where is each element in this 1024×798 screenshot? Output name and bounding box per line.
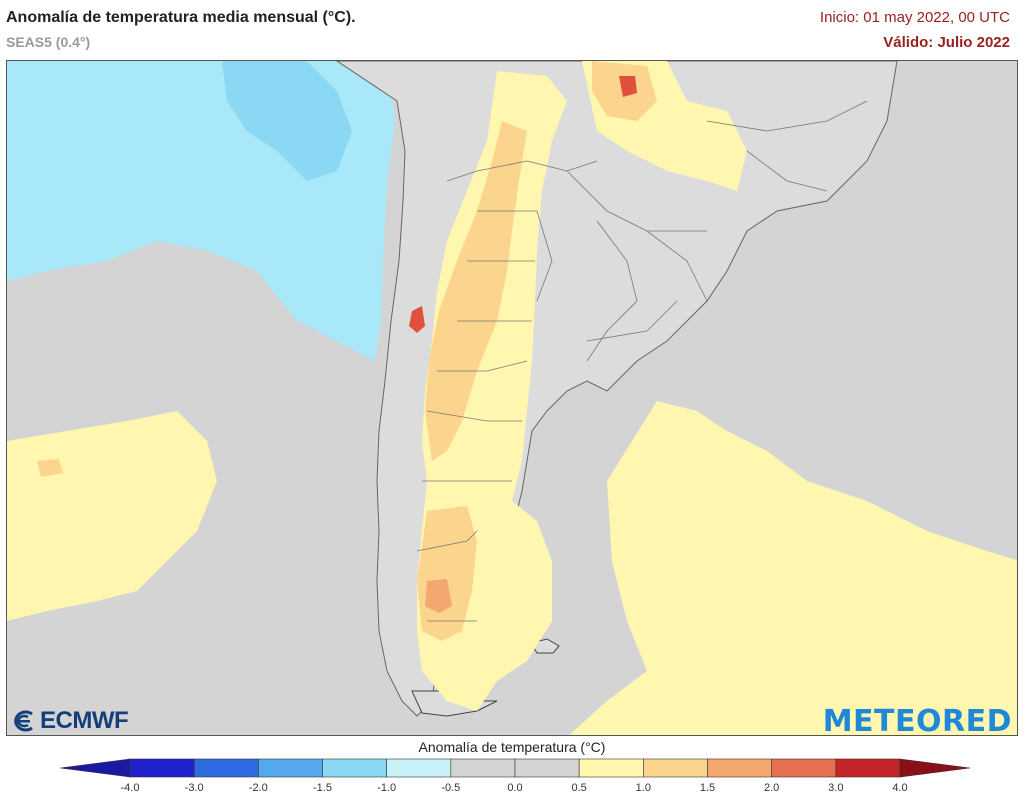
color-bar-tick-label: -1.0: [377, 782, 397, 794]
color-bar-tick-label: 0.0: [507, 782, 523, 794]
color-bar-tick-label: -1.5: [313, 782, 332, 794]
warm-anomaly-andes-hot: [409, 306, 425, 333]
ecmwf-logo: ECMWF: [10, 707, 129, 734]
color-bar-tick-label: -4.0: [120, 782, 140, 794]
warm-anomaly-pacific-spot: [37, 459, 63, 477]
color-bar-segment: [129, 758, 195, 778]
color-bar: [60, 758, 970, 778]
color-bar-segment: [322, 758, 387, 778]
color-bar-segment: [643, 758, 708, 778]
color-bar-segment: [258, 758, 323, 778]
color-bar-tick-label: 4.0: [892, 782, 908, 794]
legend-title: Anomalía de temperatura (°C): [418, 739, 606, 755]
color-bar-tick-label: -3.0: [184, 782, 204, 794]
ecmwf-logo-icon: [14, 710, 33, 732]
color-bar-tick-label: -0.5: [441, 782, 461, 794]
color-bar-segment: [578, 758, 644, 778]
meteored-logo: METEORED: [822, 704, 1012, 739]
color-bar-tick-label: 3.0: [828, 782, 844, 794]
valid-period: Válido: Julio 2022: [883, 34, 1010, 51]
color-bar-over: [899, 758, 970, 778]
map-canvas: [7, 61, 1017, 735]
color-bar-segment: [771, 758, 837, 778]
color-bar-segment: [835, 758, 901, 778]
cold-anomaly-pacific-deep: [222, 61, 352, 181]
color-bar-segment: [514, 758, 580, 778]
color-bar-tick-label: 2.0: [764, 782, 780, 794]
warm-anomaly-argentina-mid: [425, 121, 527, 461]
color-bar-segment: [450, 758, 516, 778]
warm-anomaly-north-hot: [619, 76, 637, 97]
map-title: Anomalía de temperatura media mensual (°…: [6, 9, 356, 26]
color-bar-tick-label: -2.0: [248, 782, 268, 794]
color-bar-tick-label: 1.0: [635, 782, 651, 794]
color-bar-segment: [386, 758, 452, 778]
warm-anomaly-atlantic: [569, 401, 1017, 735]
color-bar-tick-label: 0.5: [571, 782, 587, 794]
color-bar-tick-label: 1.5: [699, 782, 716, 794]
anomaly-map: [6, 60, 1018, 736]
color-bar-segment: [193, 758, 259, 778]
ecmwf-logo-text: ECMWF: [40, 707, 129, 734]
color-bar-under: [60, 758, 131, 778]
warm-anomaly-patagonia-hot: [425, 579, 452, 613]
init-time: Inicio: 01 may 2022, 00 UTC: [819, 9, 1010, 26]
borders: [416, 100, 868, 622]
model-label: SEAS5 (0.4°): [6, 34, 91, 50]
color-bar-segment: [707, 758, 772, 778]
